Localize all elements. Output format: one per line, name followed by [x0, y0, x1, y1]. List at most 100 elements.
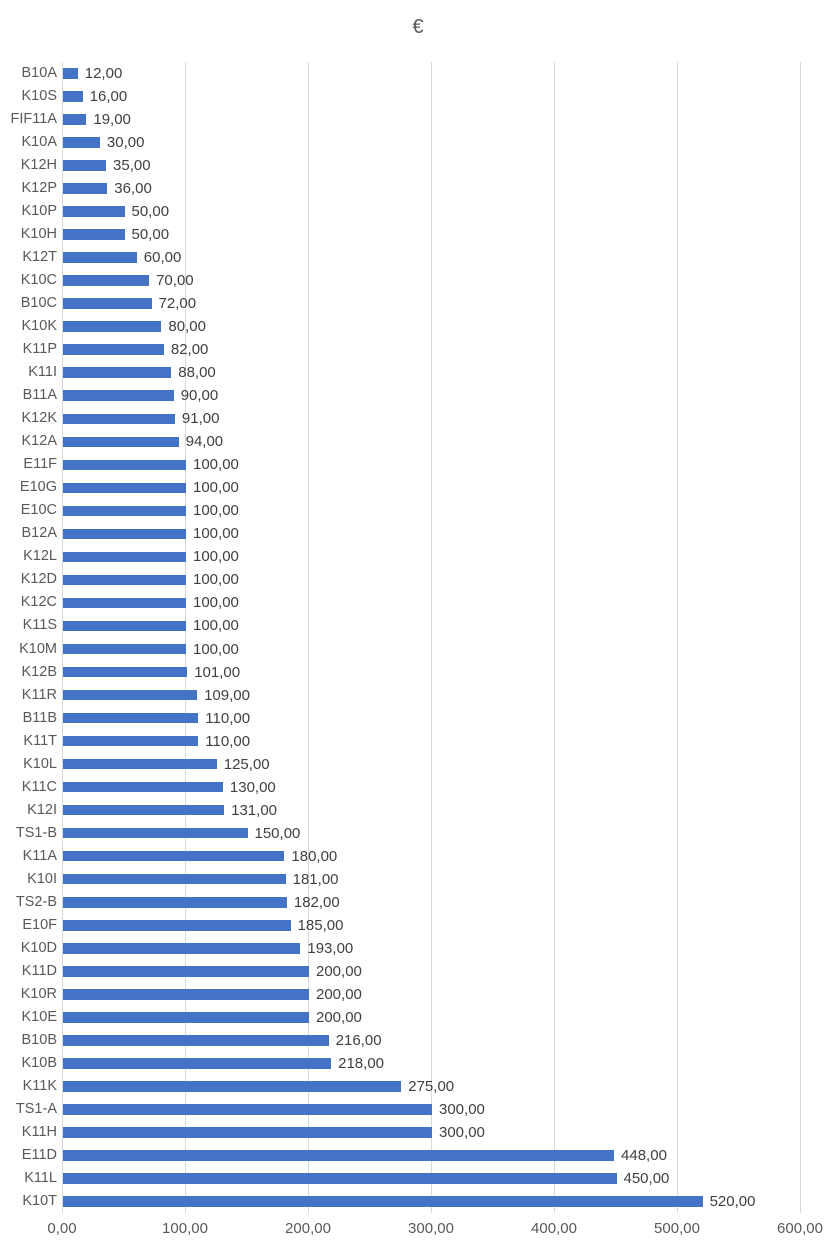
bar-row: K10R 200,00 — [0, 983, 836, 1006]
value-axis-tick-label: 300,00 — [408, 1220, 454, 1237]
bar[interactable] — [63, 712, 199, 724]
bar[interactable] — [63, 689, 198, 701]
bar[interactable] — [63, 367, 172, 379]
bar-value-label: 218,00 — [338, 1054, 385, 1072]
bar-value-label: 300,00 — [439, 1123, 485, 1141]
bar-value-label: 109,00 — [204, 686, 250, 704]
bar[interactable] — [63, 942, 301, 954]
bar[interactable] — [63, 1104, 432, 1115]
bar-rows: B10A 12,00 K10S 16,00 FIF11A 19,00 K10A 30,00 K1… — [0, 62, 836, 1213]
bar-row: K11P 82,00 — [0, 338, 836, 361]
value-axis-tick-label: 400,00 — [531, 1220, 577, 1237]
bar[interactable] — [63, 390, 174, 402]
bar-value-label: 125,00 — [223, 755, 270, 773]
value-axis-tick-label: 100,00 — [162, 1220, 208, 1237]
bar-row: TS1-B 150,00 — [0, 822, 836, 845]
category-label: K12T — [22, 249, 57, 266]
bar[interactable] — [63, 1150, 615, 1161]
bar[interactable] — [63, 275, 150, 286]
bar[interactable] — [63, 597, 186, 609]
bar-value-label: 100,00 — [193, 525, 239, 543]
bar[interactable] — [63, 620, 186, 632]
bar-value-label: 200,00 — [316, 985, 362, 1003]
bar[interactable] — [63, 850, 285, 862]
category-label: K10A — [21, 134, 57, 151]
bar[interactable] — [63, 183, 108, 194]
bar-value-label: 50,00 — [131, 226, 170, 244]
bar[interactable] — [63, 1012, 309, 1023]
bar[interactable] — [63, 1035, 329, 1046]
bar[interactable] — [63, 505, 186, 517]
category-axis-line — [62, 62, 63, 1213]
bar[interactable] — [63, 252, 137, 263]
bar-value-label: 185,00 — [297, 916, 344, 934]
bar-row: K11S 100,00 — [0, 614, 836, 637]
bar-value-label: 100,00 — [193, 479, 239, 497]
bar[interactable] — [63, 1058, 332, 1069]
bar[interactable] — [63, 827, 248, 839]
value-axis-tick-label: 200,00 — [285, 1220, 331, 1237]
bar[interactable] — [63, 229, 125, 240]
bar[interactable] — [63, 321, 162, 333]
bar[interactable] — [63, 1196, 703, 1207]
bar[interactable] — [63, 528, 186, 540]
value-axis-tick-label: 500,00 — [654, 1220, 700, 1237]
bar-row: K10D 193,00 — [0, 937, 836, 960]
bar[interactable] — [63, 574, 186, 586]
bar-value-label: 100,00 — [193, 640, 239, 658]
bar-value-label: 90,00 — [180, 387, 219, 405]
bar-value-label: 19,00 — [93, 111, 131, 129]
bar[interactable] — [63, 1127, 432, 1138]
bar-row: K12C 100,00 — [0, 591, 836, 614]
bar[interactable] — [63, 114, 87, 125]
bar[interactable] — [63, 1173, 617, 1184]
category-label: B11B — [22, 709, 57, 726]
bar[interactable] — [63, 482, 186, 494]
bar[interactable] — [63, 413, 175, 425]
category-label: E10C — [20, 502, 57, 519]
bar-row: FIF11A 19,00 — [0, 108, 836, 131]
bar-row: K10M 100,00 — [0, 638, 836, 661]
category-label: K11R — [21, 686, 57, 703]
bar[interactable] — [63, 758, 217, 770]
category-label: K11D — [21, 962, 57, 979]
bar[interactable] — [63, 989, 309, 1000]
bar[interactable] — [63, 804, 225, 816]
bar-value-label: 110,00 — [205, 732, 251, 750]
bar[interactable] — [63, 551, 186, 563]
bar[interactable] — [63, 160, 107, 171]
bar[interactable] — [63, 666, 188, 678]
category-label: K10H — [20, 226, 57, 243]
bar-value-label: 448,00 — [621, 1146, 667, 1164]
category-label: K10K — [21, 318, 57, 335]
category-label: E10G — [19, 479, 57, 496]
category-label: K11S — [22, 617, 57, 634]
bar[interactable] — [63, 919, 291, 931]
bar[interactable] — [63, 873, 286, 885]
bar-row: K11K 275,00 — [0, 1075, 836, 1098]
bar[interactable] — [63, 91, 83, 102]
bar-value-label: 100,00 — [193, 456, 239, 474]
bar-row: K10A 30,00 — [0, 131, 836, 154]
bar[interactable] — [63, 896, 287, 908]
bar-value-label: 100,00 — [193, 594, 239, 612]
bar[interactable] — [63, 436, 179, 448]
bar[interactable] — [63, 344, 164, 356]
bar[interactable] — [63, 137, 100, 148]
bar[interactable] — [63, 1081, 402, 1092]
bar[interactable] — [63, 735, 199, 747]
bar[interactable] — [63, 459, 186, 471]
bar[interactable] — [63, 298, 152, 309]
bar-value-label: 100,00 — [193, 502, 239, 520]
category-label: TS1-B — [15, 824, 57, 841]
bar[interactable] — [63, 68, 78, 79]
bar[interactable] — [63, 965, 309, 977]
bar[interactable] — [63, 206, 125, 217]
bar-row: K10K 80,00 — [0, 315, 836, 338]
category-label: K12B — [21, 663, 57, 680]
bar-row: K12L 100,00 — [0, 545, 836, 568]
category-label: B10B — [21, 1031, 57, 1048]
bar-row: K12T 60,00 — [0, 246, 836, 269]
bar[interactable] — [63, 781, 223, 793]
bar[interactable] — [63, 643, 186, 655]
